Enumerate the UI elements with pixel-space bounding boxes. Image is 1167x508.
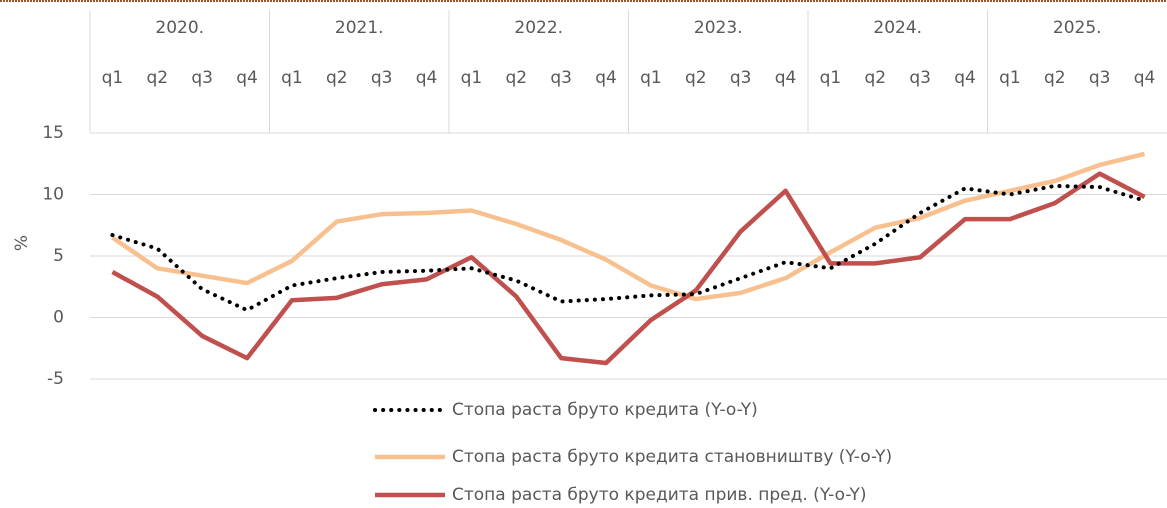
x-tick-label: q1 <box>102 68 124 88</box>
x-tick-label: q2 <box>506 68 528 88</box>
y-tick-label: 15 <box>42 123 64 143</box>
x-tick-label: q3 <box>730 68 752 88</box>
x-tick-label: q4 <box>236 68 258 88</box>
x-tick-label: q2 <box>685 68 707 88</box>
x-tick-label: q3 <box>1089 68 1111 88</box>
x-tick-label: q2 <box>1044 68 1066 88</box>
x-tick-label: q3 <box>909 68 931 88</box>
y-tick-label: 0 <box>53 308 64 328</box>
x-tick-label: q2 <box>147 68 169 88</box>
y-axis-label: % <box>12 235 32 251</box>
legend-label: Стопа раста бруто кредита прив. пред. (Y… <box>452 485 866 505</box>
x-tick-label: q3 <box>371 68 393 88</box>
x-tick-label: q3 <box>191 68 213 88</box>
series-line <box>111 171 1146 366</box>
series-line <box>110 183 1147 313</box>
year-label: 2023. <box>694 18 743 38</box>
year-label: 2020. <box>155 18 204 38</box>
x-tick-label: q1 <box>461 68 483 88</box>
legend-label: Стопа раста бруто кредита становништву (… <box>452 447 892 467</box>
x-tick-label: q4 <box>416 68 438 88</box>
x-tick-label: q1 <box>820 68 842 88</box>
x-tick-label: q4 <box>1134 68 1156 88</box>
x-tick-label: q3 <box>550 68 572 88</box>
series-line <box>111 151 1146 302</box>
x-tick-label: q4 <box>954 68 976 88</box>
legend-label: Стопа раста бруто кредита (Y-o-Y) <box>452 400 758 420</box>
y-tick-label: 10 <box>42 185 64 205</box>
year-label: 2022. <box>514 18 563 38</box>
x-tick-label: q2 <box>865 68 887 88</box>
x-tick-label: q4 <box>775 68 797 88</box>
x-tick-label: q1 <box>281 68 303 88</box>
x-tick-label: q4 <box>595 68 617 88</box>
y-tick-label: -5 <box>47 369 64 389</box>
x-tick-label: q1 <box>999 68 1021 88</box>
y-tick-label: 5 <box>53 246 64 266</box>
year-label: 2021. <box>335 18 384 38</box>
year-label: 2024. <box>873 18 922 38</box>
year-label: 2025. <box>1053 18 1102 38</box>
x-tick-label: q1 <box>640 68 662 88</box>
x-tick-label: q2 <box>326 68 348 88</box>
